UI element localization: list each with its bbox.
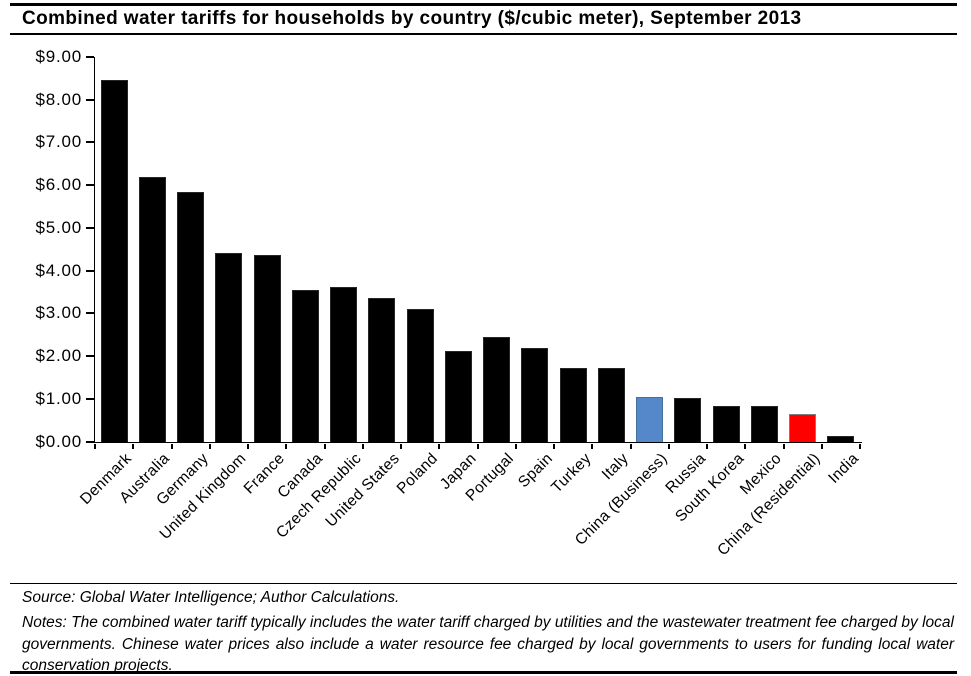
- y-axis-tick: [85, 312, 94, 315]
- bottom-border-line: [10, 671, 957, 674]
- x-axis-tick: [323, 443, 326, 449]
- y-axis-tick-label: $1.00: [35, 388, 82, 408]
- x-axis-tick: [438, 443, 441, 449]
- x-axis-label: India: [825, 449, 862, 487]
- bar-india: [827, 435, 855, 443]
- bar-china-residential: [789, 413, 817, 443]
- x-axis-tick: [514, 443, 517, 449]
- bar-germany: [177, 191, 205, 443]
- y-axis-tick: [85, 56, 94, 58]
- bar-canada: [291, 289, 319, 443]
- bar-poland: [406, 309, 434, 443]
- x-axis-tick: [247, 443, 249, 449]
- bar-united-states: [368, 297, 396, 443]
- y-axis-tick: [85, 440, 94, 443]
- x-axis-tick: [132, 443, 135, 449]
- bar-denmark: [100, 80, 128, 443]
- y-axis-tick-label: $5.00: [35, 217, 82, 237]
- x-axis-label: Poland: [393, 449, 442, 497]
- x-axis-tick: [208, 443, 211, 449]
- x-axis-tick: [629, 443, 632, 449]
- x-axis-line: [93, 441, 862, 444]
- y-axis-tick: [85, 355, 94, 358]
- x-axis-tick: [476, 443, 479, 449]
- bar-portugal: [483, 337, 511, 443]
- x-axis-tick: [170, 443, 173, 449]
- x-axis-tick: [667, 443, 670, 449]
- y-axis-tick: [85, 269, 94, 272]
- y-axis-tick-label: $0.00: [35, 431, 82, 451]
- x-axis-tick: [782, 443, 785, 449]
- y-axis-tick-label: $8.00: [35, 89, 82, 109]
- bar-australia: [138, 176, 166, 443]
- y-axis-tick-label: $4.00: [35, 260, 82, 280]
- title-underline: [10, 33, 957, 35]
- x-axis-tick: [285, 443, 288, 449]
- x-axis-tick: [361, 443, 364, 449]
- bar-china-business: [636, 397, 664, 443]
- y-axis-tick-label: $3.00: [35, 303, 82, 323]
- x-axis-tick: [94, 443, 96, 449]
- y-axis-tick-label: $2.00: [35, 346, 82, 366]
- y-axis-tick-label: $7.00: [35, 132, 82, 152]
- bar-turkey: [559, 368, 587, 443]
- y-axis-tick: [85, 98, 94, 101]
- top-border-line: [10, 3, 957, 6]
- x-axis-tick: [400, 443, 402, 449]
- x-axis-tick: [820, 443, 823, 449]
- bar-france: [253, 255, 281, 443]
- y-axis-tick-label: $6.00: [35, 175, 82, 195]
- bar-italy: [597, 367, 625, 443]
- bar-united-kingdom: [215, 252, 243, 443]
- footer-separator-line: [10, 583, 957, 585]
- x-axis-label: Turkey: [547, 449, 595, 496]
- x-axis-tick: [859, 443, 861, 449]
- x-axis-tick: [553, 443, 555, 449]
- bar-japan: [444, 350, 472, 443]
- y-axis-tick: [85, 141, 94, 144]
- x-axis-tick: [744, 443, 747, 449]
- chart-title: Combined water tariffs for households by…: [22, 8, 802, 29]
- bar-russia: [674, 398, 702, 443]
- y-axis-tick-label: $9.00: [35, 47, 82, 66]
- bar-south-korea: [712, 406, 740, 443]
- x-axis-tick: [706, 443, 708, 449]
- y-axis-tick: [85, 226, 94, 229]
- y-axis-line: [93, 57, 96, 444]
- bar-spain: [521, 347, 549, 443]
- notes-text: Notes: The combined water tariff typical…: [22, 614, 954, 674]
- x-axis-label: Italy: [599, 449, 633, 483]
- bar-czech-republic: [330, 286, 358, 443]
- source-text: Source: Global Water Intelligence; Autho…: [22, 589, 400, 606]
- y-axis-tick: [85, 184, 94, 187]
- bar-mexico: [750, 406, 778, 443]
- y-axis-tick: [85, 397, 94, 400]
- x-axis-tick: [591, 443, 594, 449]
